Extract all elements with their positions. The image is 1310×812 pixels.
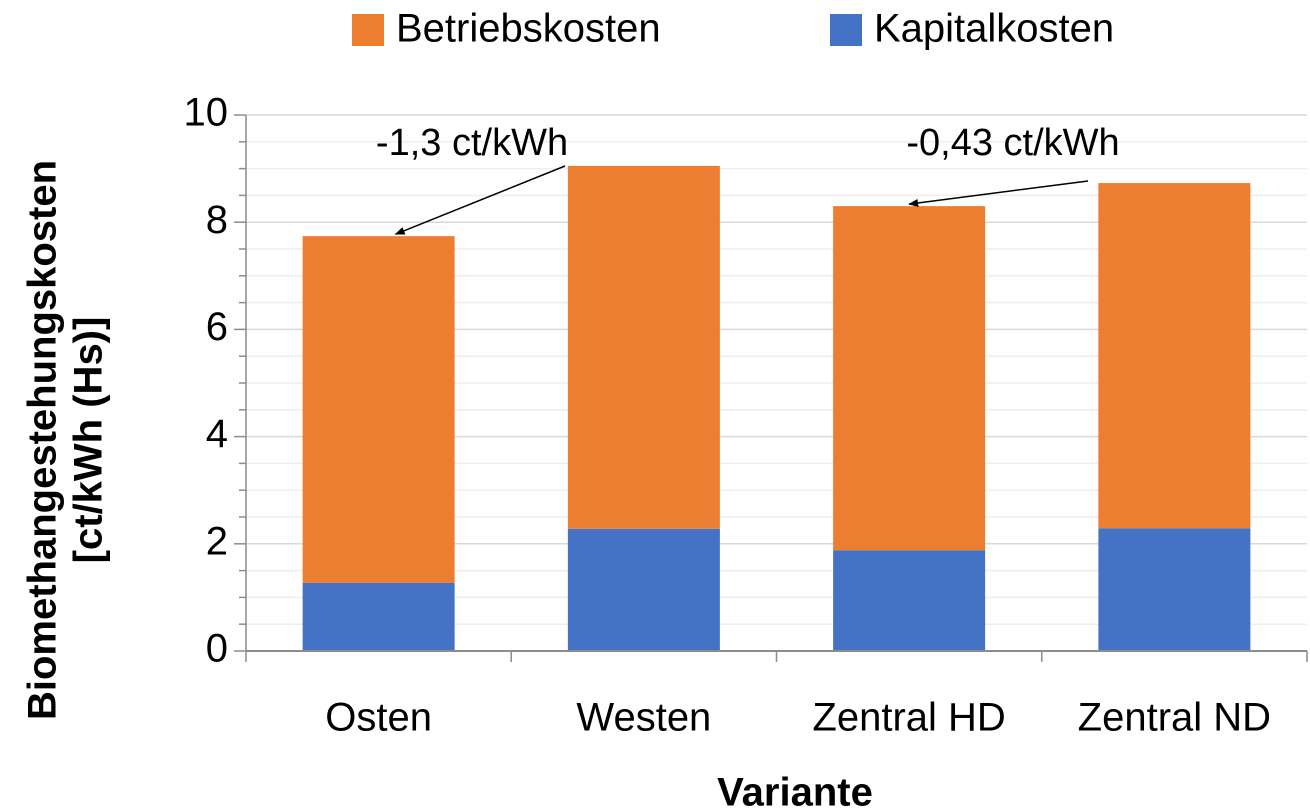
bar-segment (567, 165, 720, 529)
legend-label: Betriebskosten (396, 7, 661, 51)
x-tick-label: Osten (325, 696, 432, 740)
bar-segment (1098, 528, 1251, 651)
annotation-arrow (394, 165, 566, 235)
x-axis-title: Variante (717, 771, 873, 812)
bar-segment (567, 528, 720, 651)
annotation-arrow (908, 180, 1089, 207)
x-tick-label: Westen (576, 696, 711, 740)
y-tick-label: 10 (184, 91, 229, 135)
bar-segment (833, 550, 986, 651)
annotation: -1,3 ct/kWh (376, 122, 568, 164)
bar-segment (302, 582, 455, 651)
y-tick-label: 6 (206, 305, 228, 349)
annotation: -0,43 ct/kWh (906, 122, 1119, 164)
y-tick-label: 4 (206, 412, 228, 456)
x-tick-label: Zentral ND (1078, 696, 1271, 740)
bar-segment (302, 236, 455, 583)
legend-swatch (830, 14, 862, 46)
legend-swatch (352, 14, 384, 46)
y-axis-title: Biomethangestehungskosten [ct/kWh (Hs)] (21, 160, 111, 720)
y-tick-label: 0 (206, 627, 228, 671)
bar-segment (833, 206, 986, 551)
y-tick-label: 8 (206, 198, 228, 242)
y-axis-title-line: Biomethangestehungskosten (21, 160, 65, 720)
x-tick-label: Zentral HD (812, 696, 1005, 740)
y-tick-label: 2 (206, 519, 228, 563)
y-axis-title-line: [ct/kWh (Hs)] (67, 317, 111, 564)
bar-segment (1098, 183, 1251, 529)
legend-label: Kapitalkosten (874, 7, 1114, 51)
